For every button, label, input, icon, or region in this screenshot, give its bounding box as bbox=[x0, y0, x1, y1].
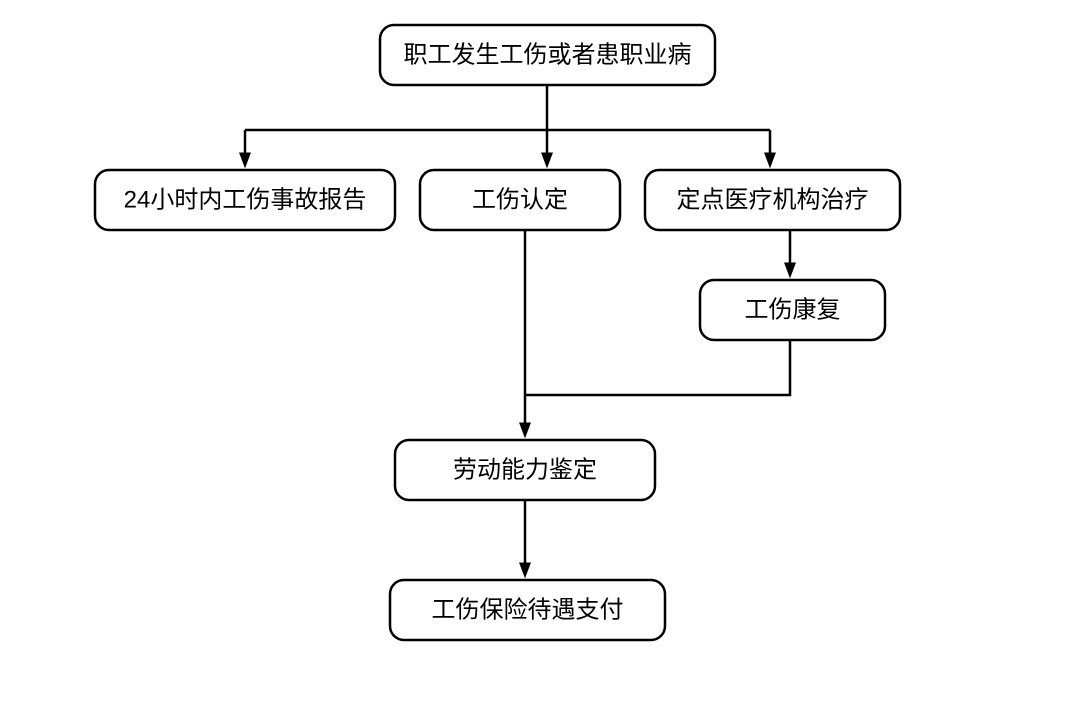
node-label: 工伤康复 bbox=[745, 297, 841, 324]
node-assess: 劳动能力鉴定 bbox=[395, 440, 655, 500]
node-start: 职工发生工伤或者患职业病 bbox=[380, 25, 715, 85]
node-pay: 工伤保险待遇支付 bbox=[390, 580, 665, 640]
node-label: 职工发生工伤或者患职业病 bbox=[404, 42, 692, 69]
node-identify: 工伤认定 bbox=[420, 170, 620, 230]
edge-e1 bbox=[245, 85, 770, 154]
flowchart-canvas: 职工发生工伤或者患职业病 24小时内工伤事故报告 工伤认定 定点医疗机构治疗工伤康复劳… bbox=[0, 0, 1080, 717]
node-treat: 定点医疗机构治疗 bbox=[645, 170, 900, 230]
edge-line bbox=[525, 340, 790, 395]
node-label: 工伤保险待遇支付 bbox=[432, 597, 624, 624]
node-report: 24小时内工伤事故报告 bbox=[95, 170, 395, 230]
edge-e3 bbox=[525, 340, 790, 395]
node-label: 24小时内工伤事故报告 bbox=[124, 187, 367, 214]
nodes-layer: 职工发生工伤或者患职业病 24小时内工伤事故报告 工伤认定 定点医疗机构治疗工伤康复劳… bbox=[95, 25, 900, 640]
node-label: 劳动能力鉴定 bbox=[453, 457, 597, 484]
node-label: 定点医疗机构治疗 bbox=[677, 187, 869, 214]
node-rehab: 工伤康复 bbox=[700, 280, 885, 340]
node-label: 工伤认定 bbox=[472, 187, 568, 214]
